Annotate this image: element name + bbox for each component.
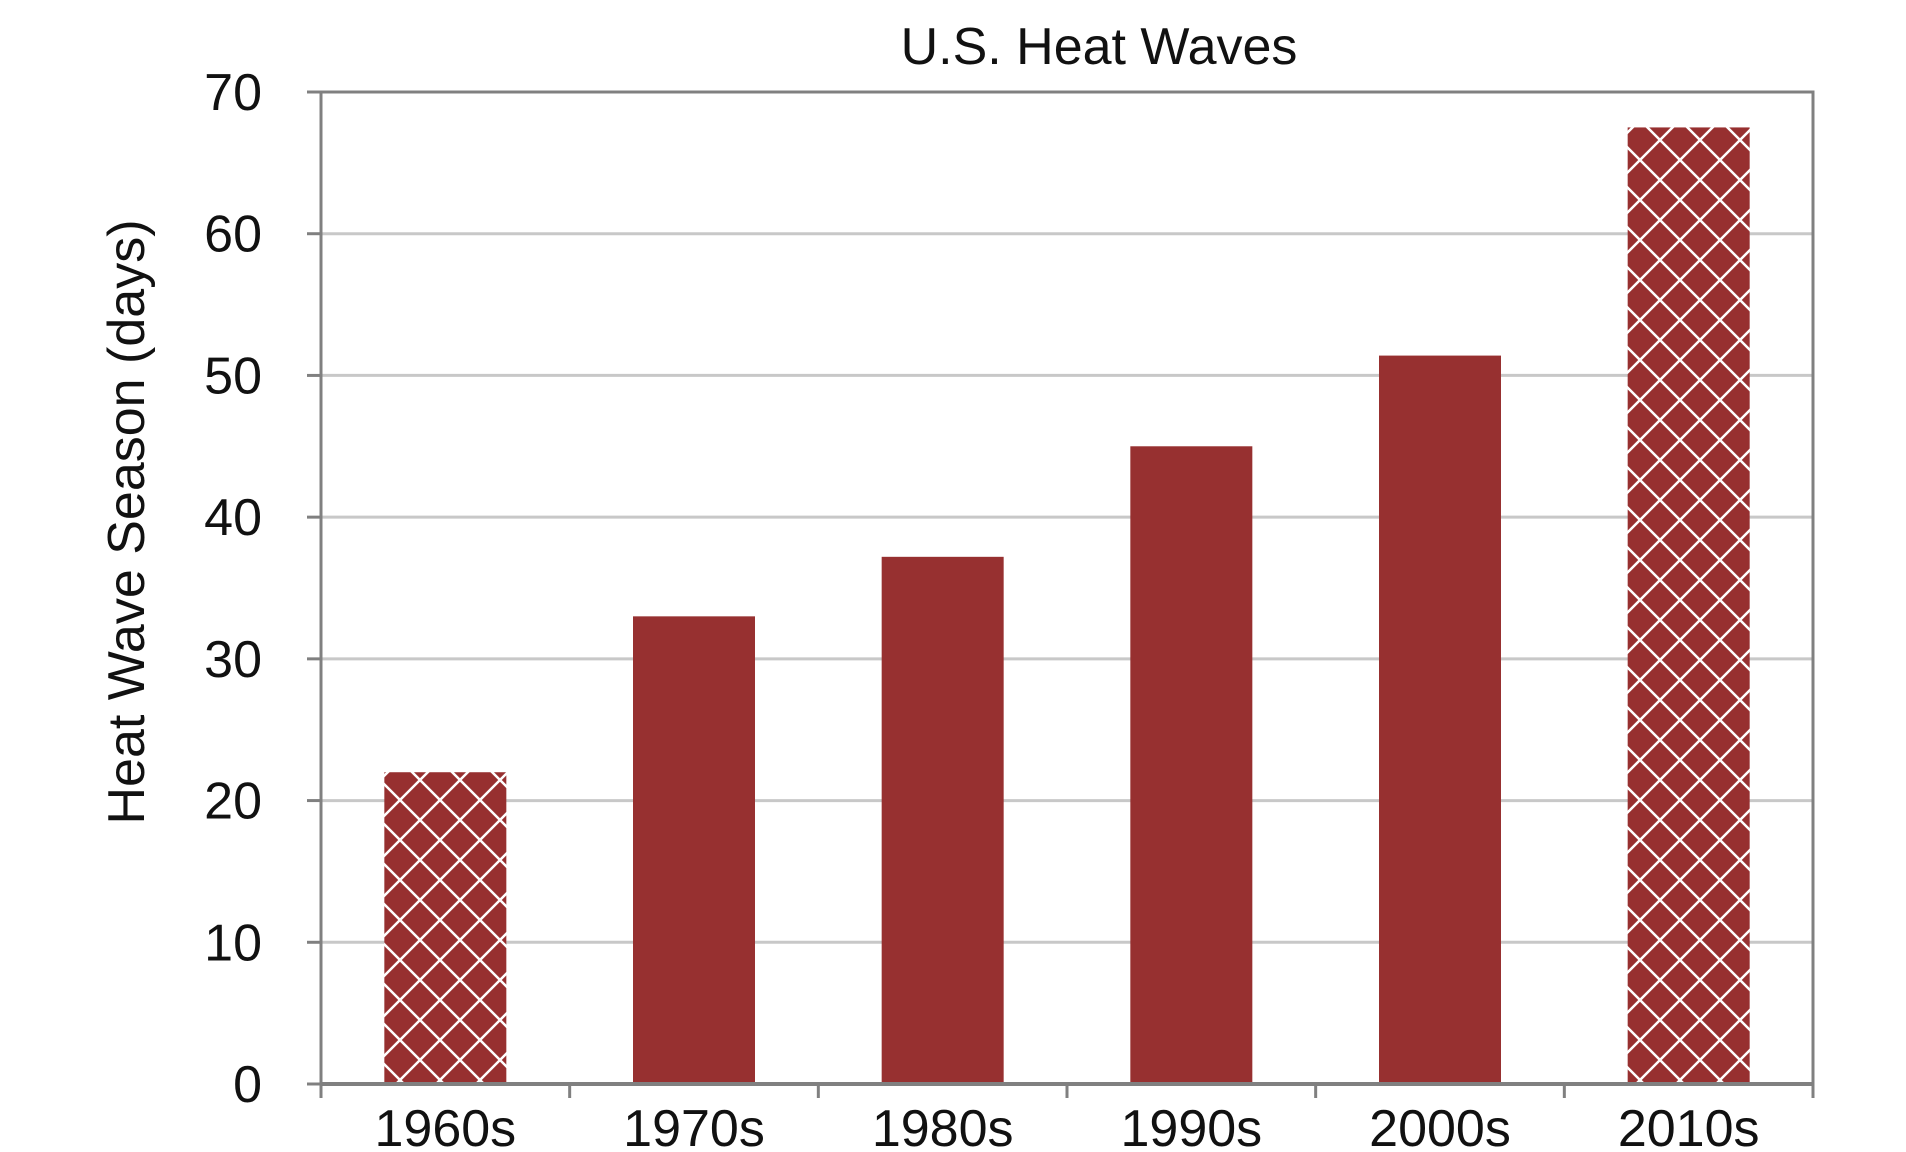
y-tick-label: 10 (204, 914, 262, 972)
bar-2010s (1627, 127, 1750, 1084)
bars (384, 127, 1750, 1084)
bar-1970s (633, 616, 755, 1084)
y-axis-label: Heat Wave Season (days) (98, 219, 156, 824)
y-tick-label: 40 (204, 489, 262, 547)
y-tick-label: 60 (204, 206, 262, 264)
grid-lines (321, 90, 1813, 944)
x-tick-label-2010s: 2010s (1618, 1100, 1760, 1152)
x-tick-label-2000s: 2000s (1369, 1100, 1511, 1152)
x-tick-label-1970s: 1970s (623, 1100, 765, 1152)
bar-1960s (384, 772, 507, 1084)
bar-1980s (881, 556, 1004, 1084)
x-tick-label-1960s: 1960s (374, 1100, 516, 1152)
plot-frame (319, 90, 1815, 1086)
y-tick-label: 0 (233, 1056, 262, 1114)
x-axis-labels: 1960s 1970s 1980s 1990s 2000s 2010s (319, 1084, 1815, 1152)
y-tick-label: 50 (204, 347, 262, 405)
y-axis-ticks: 0 10 20 30 40 50 60 70 (204, 64, 321, 1114)
x-tick-label-1980s: 1980s (872, 1100, 1014, 1152)
plot-border (319, 90, 1815, 1086)
bar-1990s (1130, 446, 1253, 1084)
y-tick-label: 30 (204, 631, 262, 689)
y-tick-label: 20 (204, 773, 262, 831)
y-tick-label: 70 (204, 64, 262, 122)
chart-title: U.S. Heat Waves (901, 18, 1298, 76)
bar-2000s (1379, 355, 1501, 1084)
x-tick-label-1990s: 1990s (1120, 1100, 1262, 1152)
